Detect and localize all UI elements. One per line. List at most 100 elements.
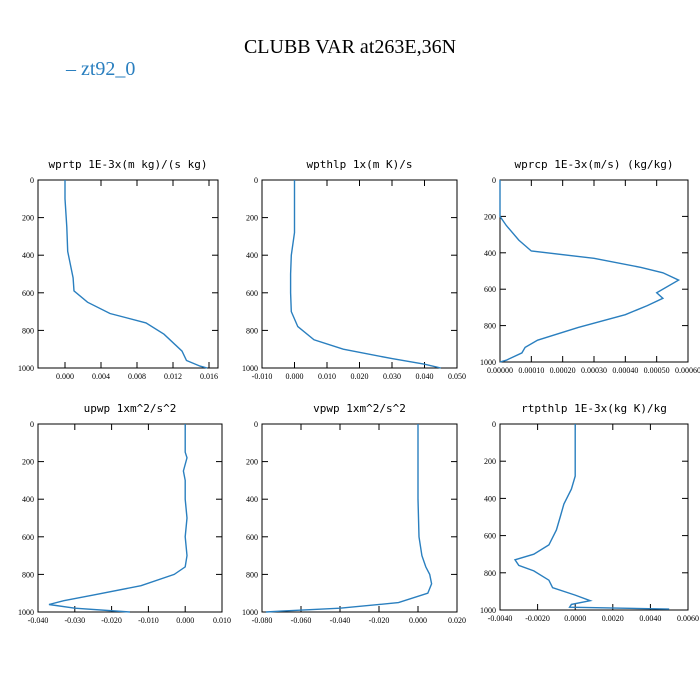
legend-label: zt92_0: [81, 58, 136, 80]
series-line: [48, 424, 188, 613]
y-tick-label: 400: [484, 249, 496, 258]
x-tick-label: 0.010: [318, 372, 336, 381]
panel-title: upwp 1xm^2/s^2: [84, 402, 177, 415]
y-tick-label: 0: [30, 176, 34, 185]
x-tick-label: -0.010: [252, 372, 273, 381]
y-tick-label: 200: [246, 214, 258, 223]
x-tick-label: 0.0040: [639, 614, 661, 623]
x-tick-label: 0.0060: [677, 614, 699, 623]
y-tick-label: 0: [254, 176, 258, 185]
y-tick-label: 1000: [480, 358, 496, 367]
x-tick-label: 0.00010: [518, 366, 544, 375]
x-tick-label: 0.00030: [581, 366, 607, 375]
y-tick-label: 1000: [242, 364, 258, 373]
x-tick-label: -0.0040: [488, 614, 513, 623]
plot-frame: [261, 423, 458, 613]
panel-title: wprtp 1E-3x(m kg)/(s kg): [49, 158, 208, 171]
y-tick-label: 1000: [18, 608, 34, 617]
y-tick-label: 600: [484, 532, 496, 541]
series-line: [499, 180, 681, 363]
panel-title: vpwp 1xm^2/s^2: [313, 402, 406, 415]
panel-4: upwp 1xm^2/s^2 0 200 400 600 800 1000-0.040 -0.…: [18, 402, 231, 625]
panel-1: wprtp 1E-3x(m kg)/(s kg) 0 200 400 600 800 100…: [18, 158, 219, 381]
x-tick-label: -0.020: [101, 616, 122, 625]
x-tick-label: -0.010: [138, 616, 159, 625]
legend: – zt92_0: [66, 58, 135, 81]
x-tick-label: 0.030: [383, 372, 401, 381]
y-tick-label: 400: [246, 495, 258, 504]
y-tick-label: 0: [492, 176, 496, 185]
y-tick-label: 600: [246, 289, 258, 298]
y-tick-label: 600: [22, 533, 34, 542]
y-tick-label: 200: [246, 458, 258, 467]
y-tick-label: 400: [22, 251, 34, 260]
y-tick-label: 200: [484, 457, 496, 466]
x-tick-label: 0.008: [128, 372, 146, 381]
x-tick-label: 0.004: [92, 372, 110, 381]
x-tick-label: 0.000: [409, 616, 427, 625]
series-line: [64, 180, 208, 369]
x-tick-label: 0.00000: [487, 366, 513, 375]
plot-frame: [37, 423, 223, 613]
y-tick-label: 0: [492, 420, 496, 429]
y-tick-label: 1000: [18, 364, 34, 373]
x-tick-label: 0.020: [351, 372, 369, 381]
y-tick-label: 200: [22, 458, 34, 467]
y-tick-label: 800: [22, 570, 34, 579]
y-tick-label: 1000: [242, 608, 258, 617]
y-tick-label: 800: [246, 570, 258, 579]
x-tick-label: -0.030: [64, 616, 85, 625]
figure-title: CLUBB VAR at263E,36N: [243, 36, 457, 58]
y-tick-label: 1000: [480, 606, 496, 615]
y-tick-label: 0: [254, 420, 258, 429]
panel-title: rtpthlp 1E-3x(kg K)/kg: [521, 402, 667, 415]
y-tick-label: 0: [30, 420, 34, 429]
x-tick-label: 0.0000: [564, 614, 586, 623]
x-tick-label: 0.000: [56, 372, 74, 381]
x-tick-label: -0.060: [291, 616, 312, 625]
legend-swatch: –: [66, 58, 81, 80]
y-tick-label: 200: [484, 212, 496, 221]
y-tick-label: 400: [484, 494, 496, 503]
x-tick-label: -0.040: [28, 616, 49, 625]
series-line: [289, 180, 441, 369]
x-tick-label: 0.00020: [550, 366, 576, 375]
x-tick-label: -0.020: [369, 616, 390, 625]
panel-title: wprcp 1E-3x(m/s) (kg/kg): [515, 158, 674, 171]
series-line: [265, 424, 433, 613]
y-tick-label: 400: [22, 495, 34, 504]
x-tick-label: 0.00060: [675, 366, 700, 375]
x-tick-label: 0.016: [200, 372, 218, 381]
panel-3: wprcp 1E-3x(m/s) (kg/kg) 0 200 400 600 800 100…: [480, 158, 700, 375]
y-tick-label: 800: [484, 322, 496, 331]
y-tick-label: 400: [246, 251, 258, 260]
x-tick-label: -0.0020: [525, 614, 550, 623]
panel-5: vpwp 1xm^2/s^2 0 200 400 600 800 1000-0.080 -0.…: [242, 402, 466, 625]
y-tick-label: 200: [22, 214, 34, 223]
x-tick-label: 0.0020: [602, 614, 624, 623]
x-tick-label: 0.00040: [612, 366, 638, 375]
y-tick-label: 800: [246, 326, 258, 335]
x-tick-label: 0.000: [286, 372, 304, 381]
panel-title: wpthlp 1x(m K)/s: [307, 158, 413, 171]
y-tick-label: 600: [484, 285, 496, 294]
x-tick-label: 0.012: [164, 372, 182, 381]
x-tick-label: -0.040: [330, 616, 351, 625]
plot-frame: [37, 179, 219, 369]
x-tick-label: 0.050: [448, 372, 466, 381]
y-tick-label: 800: [484, 569, 496, 578]
x-tick-label: 0.00050: [644, 366, 670, 375]
panel-2: wpthlp 1x(m K)/s 0 200 400 600 800 1000-0.010 0…: [242, 158, 466, 381]
x-tick-label: 0.040: [416, 372, 434, 381]
x-tick-label: 0.010: [213, 616, 231, 625]
x-tick-label: -0.080: [252, 616, 273, 625]
panel-6: rtpthlp 1E-3x(kg K)/kg02004006008001000-…: [480, 402, 699, 623]
plot-frame: [499, 423, 689, 611]
x-tick-label: 0.000: [176, 616, 194, 625]
y-tick-label: 600: [22, 289, 34, 298]
y-tick-label: 600: [246, 533, 258, 542]
plot-frame: [499, 179, 689, 363]
y-tick-label: 800: [22, 326, 34, 335]
